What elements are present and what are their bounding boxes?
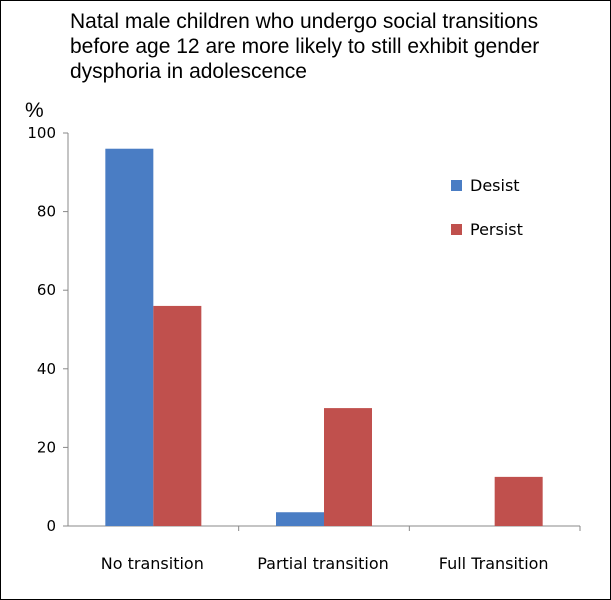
y-tick-label: 100 <box>27 124 56 142</box>
bar-persist <box>153 305 202 526</box>
legend-label-desist: Desist <box>470 176 520 195</box>
x-tick-label: Full Transition <box>439 554 549 573</box>
legend-swatch-desist <box>451 180 462 191</box>
y-tick-label: 40 <box>37 360 56 378</box>
y-tick-label: 80 <box>37 203 56 221</box>
x-tick-labels: No transition Partial transition Full Tran… <box>101 526 581 573</box>
y-ticks: 0 20 40 60 80 100 <box>27 124 68 535</box>
y-tick-label: 20 <box>37 438 56 456</box>
y-tick-label: 60 <box>37 281 56 299</box>
y-axis-label: % <box>25 99 44 122</box>
legend-swatch-persist <box>451 224 462 235</box>
x-tick-label: No transition <box>101 554 204 573</box>
bar-persist <box>494 476 543 526</box>
bar-desist <box>105 148 154 526</box>
chart-title: Natal male children who undergo social t… <box>70 10 540 83</box>
y-tick-label: 0 <box>46 517 56 535</box>
legend-label-persist: Persist <box>470 220 523 239</box>
bar-desist <box>276 512 324 526</box>
x-tick-label: Partial transition <box>257 554 389 573</box>
bar-persist <box>324 408 372 526</box>
legend: Desist Persist <box>451 176 523 239</box>
bars <box>105 148 543 526</box>
